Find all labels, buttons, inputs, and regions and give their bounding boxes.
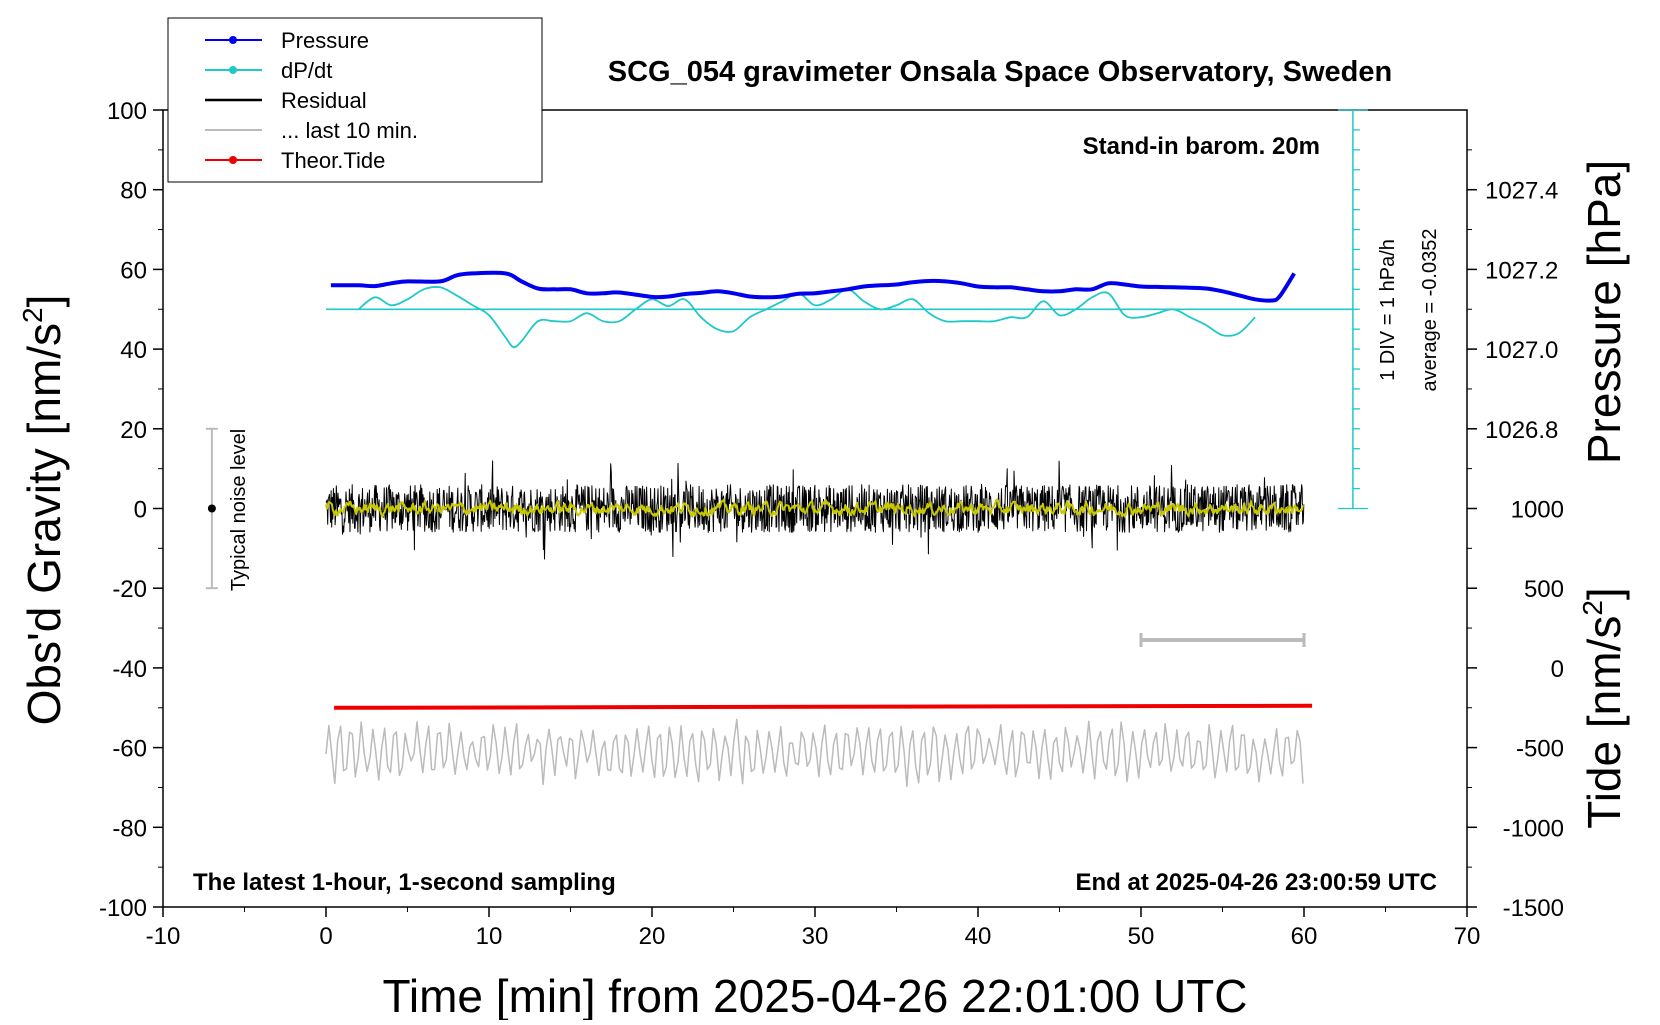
y-tick-label: -80	[112, 815, 147, 842]
y-tick-label: 100	[107, 98, 147, 125]
tide-tick-label: -1500	[1503, 895, 1564, 922]
end-time-annotation: End at 2025-04-26 23:00:59 UTC	[1076, 869, 1438, 896]
tide-tick-label: 0	[1551, 656, 1564, 683]
pressure-tick-label: 1027.4	[1485, 178, 1558, 205]
y-axis-title-pressure: Pressure [hPa]	[1578, 160, 1630, 464]
y-axis-title-tide: Tide [nm/s2]	[1577, 587, 1630, 828]
x-tick-label: 30	[802, 923, 829, 950]
y-axis-title-tide-main: Tide [nm/s	[1578, 616, 1630, 829]
x-tick-label: 10	[476, 923, 503, 950]
y-tick-label: 20	[120, 417, 147, 444]
axis-ticks	[153, 109, 1477, 917]
legend-marker	[229, 36, 237, 44]
x-tick-label: 60	[1291, 923, 1318, 950]
legend-label: Residual	[281, 88, 367, 113]
y-axis-title-tide-end: ]	[1578, 587, 1630, 600]
y-tick-label: 80	[120, 178, 147, 205]
y-tick-label: 60	[120, 257, 147, 284]
noise-level-label: Typical noise level	[228, 429, 250, 591]
legend-label: ... last 10 min.	[281, 118, 418, 143]
latest-hour-annotation: The latest 1-hour, 1-second sampling	[193, 869, 616, 896]
x-tick-label: 0	[319, 923, 332, 950]
tide-tick-label: -1000	[1503, 815, 1564, 842]
y-tick-label: -40	[112, 656, 147, 683]
y-tick-label: -20	[112, 576, 147, 603]
dpdt-series-line	[358, 286, 1256, 349]
chart-title: SCG_054 gravimeter Onsala Space Observat…	[608, 56, 1392, 88]
legend-items: Pressure dP/dt Residual ... last 10 min. The…	[205, 28, 418, 173]
y-axis-title-left-end: ]	[18, 295, 70, 308]
noise-level-center-dot	[207, 504, 216, 513]
residual-smoothed-line	[325, 498, 1304, 518]
x-tick-label: 20	[639, 923, 666, 950]
y-tick-label: -100	[99, 895, 147, 922]
pressure-tick-label: 1027.2	[1485, 257, 1558, 284]
y-axis-title-tide-sup: 2	[1577, 600, 1608, 616]
pressure-tick-label: 1027.0	[1485, 337, 1558, 364]
x-tick-label: 40	[965, 923, 992, 950]
legend-label: Pressure	[281, 28, 369, 53]
tide-series-line	[334, 703, 1313, 710]
div-label: 1 DIV = 1 hPa/h	[1377, 239, 1399, 381]
pressure-tick-label: 1026.8	[1485, 417, 1558, 444]
tide-tick-label: -500	[1516, 736, 1564, 763]
y-axis-title-left: Obs'd Gravity [nm/s2]	[17, 295, 70, 726]
x-tick-label: 50	[1128, 923, 1155, 950]
series-layer	[205, 109, 1368, 788]
y-tick-label: 40	[120, 337, 147, 364]
legend-label: dP/dt	[281, 58, 332, 83]
average-label: average = -0.0352	[1419, 229, 1441, 392]
last10-series-line	[325, 718, 1304, 788]
legend-marker	[229, 66, 237, 74]
y-axis-title-left-sup: 2	[17, 307, 48, 323]
legend-label: Theor.Tide	[281, 148, 385, 173]
x-tick-label: -10	[146, 923, 181, 950]
tick-labels: -10 0 10 20 30 40 50 60 70100806040200-20-40-60-…	[99, 98, 1564, 950]
tide-tick-label: 500	[1524, 576, 1564, 603]
tide-tick-label: 1000	[1511, 497, 1564, 524]
legend: Pressure dP/dt Residual ... last 10 min. The…	[167, 17, 543, 183]
x-tick-label: 70	[1454, 923, 1481, 950]
legend-marker	[229, 156, 237, 164]
y-tick-label: 0	[134, 497, 147, 524]
y-axis-title-left-main: Obs'd Gravity [nm/s	[18, 323, 70, 725]
x-axis-title: Time [min] from 2025-04-26 22:01:00 UTC	[383, 970, 1248, 1020]
pressure-series-line	[330, 270, 1296, 303]
stand-in-annotation: Stand-in barom. 20m	[1083, 133, 1320, 160]
residual-series-line	[325, 460, 1305, 560]
y-tick-label: -60	[112, 736, 147, 763]
